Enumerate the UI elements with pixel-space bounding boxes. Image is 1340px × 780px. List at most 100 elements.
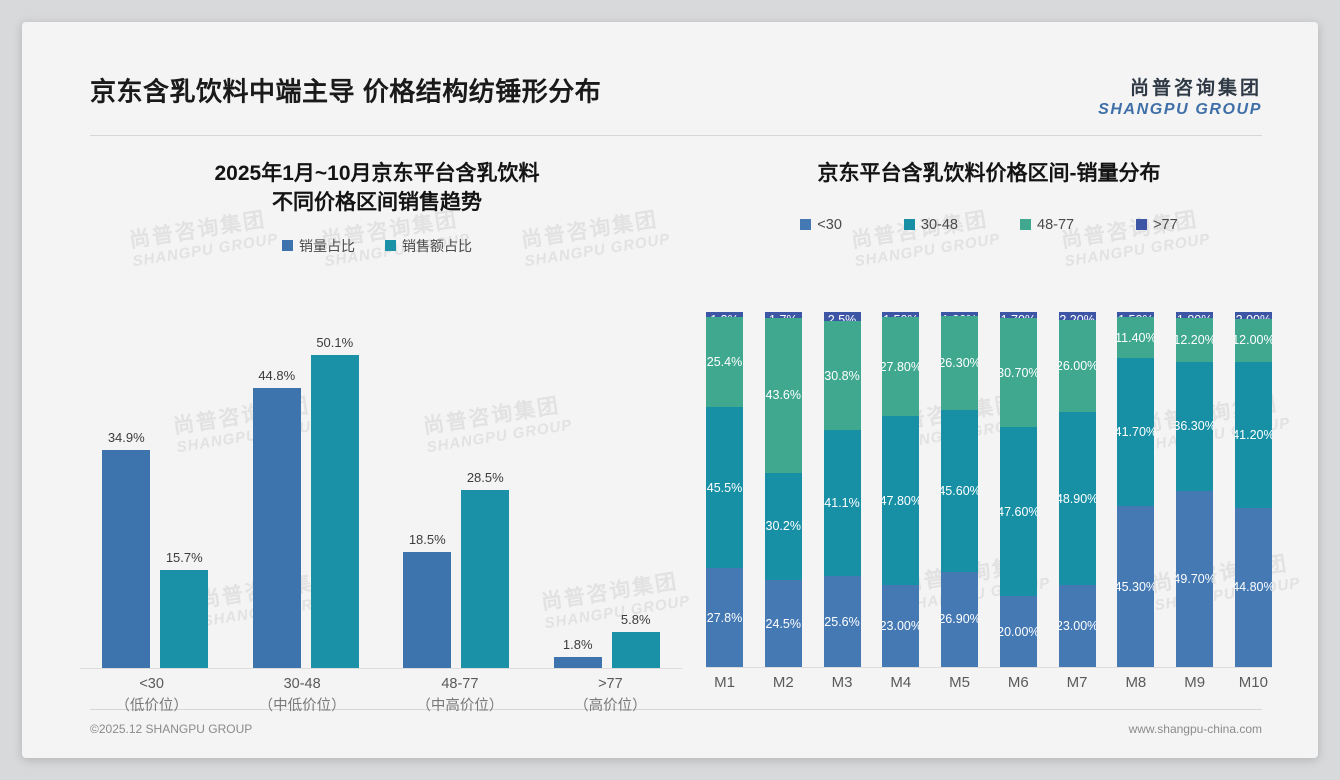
stacked-segment[interactable]: 45.30%: [1117, 506, 1155, 667]
legend-item-band-3[interactable]: >77: [1136, 217, 1178, 233]
stacked-segment[interactable]: 41.1%: [823, 430, 861, 577]
stacked-segment[interactable]: 12.20%: [1176, 318, 1214, 362]
segment-value-label: 27.80%: [882, 359, 919, 374]
stacked-segment[interactable]: 11.40%: [1117, 317, 1155, 358]
bar-rect[interactable]: [252, 387, 301, 668]
stacked-bar-column[interactable]: 1.20% 26.30% 45.60% 26.90%: [941, 312, 979, 667]
bar-rect[interactable]: [461, 489, 510, 668]
stacked-segment[interactable]: 1.3%: [706, 312, 743, 317]
bar-rect[interactable]: [102, 449, 151, 668]
legend-item-trend-1[interactable]: 销售额占比: [385, 236, 472, 256]
stacked-bar-column[interactable]: 1.80% 12.20% 36.30% 49.70%: [1176, 312, 1214, 667]
legend-item-label: >77: [1153, 216, 1178, 233]
stacked-segment[interactable]: 1.70%: [999, 312, 1037, 319]
legend-item-trend-0[interactable]: 销量占比: [282, 236, 355, 256]
legend-swatch-icon: [903, 219, 915, 231]
stacked-segment[interactable]: 27.80%: [882, 317, 920, 416]
stacked-segment[interactable]: 2.20%: [1058, 312, 1096, 320]
bar-value-label: 15.7%: [165, 549, 203, 565]
segment-value-label: 26.90%: [941, 612, 978, 627]
x-axis-tick-label: M9: [1184, 674, 1206, 691]
stacked-segment[interactable]: 25.6%: [823, 576, 861, 667]
stacked-bar-column[interactable]: 2.5% 30.8% 41.1% 25.6%: [823, 312, 861, 667]
stacked-segment[interactable]: 1.50%: [882, 312, 920, 318]
bar-column[interactable]: 5.8%: [611, 324, 660, 668]
bar-column[interactable]: 18.5%: [403, 324, 452, 668]
bar-column[interactable]: 34.9%: [102, 324, 151, 668]
stacked-segment[interactable]: 41.70%: [1117, 357, 1155, 507]
stacked-segment[interactable]: 23.00%: [1058, 585, 1096, 667]
stacked-segment[interactable]: 48.90%: [1058, 412, 1096, 586]
stacked-segment[interactable]: 23.00%: [882, 585, 920, 667]
bar-value-label: 5.8%: [620, 611, 651, 627]
segment-value-label: 36.30%: [1176, 419, 1213, 434]
x-axis-tick-label: 30-48 （中低价位）: [259, 674, 346, 718]
stacked-segment[interactable]: 47.80%: [882, 415, 920, 586]
segment-value-label: 47.60%: [999, 504, 1037, 519]
stacked-segment[interactable]: 2.5%: [823, 312, 861, 321]
stacked-bar-column[interactable]: 1.50% 11.40% 41.70% 45.30%: [1117, 312, 1155, 667]
bar-rect[interactable]: [160, 569, 209, 668]
chart-panel-sales-trend: 2025年1月~10月京东平台含乳饮料 不同价格区间销售趋势 销量占比 销售额占比…: [62, 146, 692, 718]
stacked-bar-column[interactable]: 2.20% 26.00% 48.90% 23.00%: [1058, 312, 1096, 667]
stacked-segment[interactable]: 1.20%: [941, 312, 979, 317]
stacked-segment[interactable]: 44.80%: [1234, 507, 1272, 667]
stacked-segment[interactable]: 49.70%: [1176, 490, 1214, 667]
stacked-segment[interactable]: 41.20%: [1234, 361, 1272, 508]
bar-value-label: 50.1%: [316, 334, 354, 350]
stacked-segment[interactable]: 12.00%: [1234, 319, 1272, 362]
bar-column[interactable]: 50.1%: [310, 324, 359, 668]
stacked-bar-column[interactable]: 1.3% 25.4% 45.5% 27.8%: [706, 312, 743, 667]
stacked-segment[interactable]: 45.5%: [706, 406, 743, 569]
stacked-segment[interactable]: 26.90%: [941, 571, 979, 667]
segment-value-label: 27.8%: [706, 610, 743, 625]
segment-value-label: 11.40%: [1117, 330, 1155, 345]
stacked-segment[interactable]: 2.00%: [1234, 312, 1272, 320]
segment-value-label: 25.6%: [824, 614, 860, 629]
stacked-segment[interactable]: 45.60%: [941, 409, 979, 572]
stacked-segment[interactable]: 26.00%: [1058, 319, 1096, 412]
stacked-segment[interactable]: 1.50%: [1117, 312, 1155, 318]
x-axis-sublabel: （低价位）: [115, 697, 188, 714]
legend-item-label: 销售额占比: [402, 237, 472, 254]
stacked-segment[interactable]: 30.8%: [823, 320, 861, 431]
legend-item-band-0[interactable]: <30: [800, 217, 842, 233]
bar-rect[interactable]: [553, 656, 602, 668]
right-chart-title-line1: 京东平台含乳饮料价格区间-销量分布: [817, 162, 1161, 185]
stacked-segment[interactable]: 25.4%: [706, 316, 743, 407]
stacked-segment[interactable]: 27.8%: [706, 568, 743, 667]
segment-value-label: 41.20%: [1234, 427, 1272, 442]
segment-value-label: 41.1%: [824, 496, 860, 511]
stacked-segment[interactable]: 1.7%: [764, 312, 802, 319]
bar-rect[interactable]: [403, 552, 452, 668]
stacked-segment[interactable]: 20.00%: [999, 596, 1037, 667]
legend-item-band-1[interactable]: 30-48: [903, 217, 958, 233]
stacked-bar-column[interactable]: 1.50% 27.80% 47.80% 23.00%: [882, 312, 920, 667]
bar-column[interactable]: 28.5%: [461, 324, 510, 668]
bar-rect[interactable]: [310, 354, 359, 668]
segment-value-label: 45.5%: [706, 480, 743, 495]
stacked-segment[interactable]: 36.30%: [1176, 361, 1214, 491]
stacked-segment[interactable]: 1.80%: [1176, 312, 1214, 319]
bar-column[interactable]: 15.7%: [160, 324, 209, 668]
page-title: 京东含乳饮料中端主导 价格结构纺锤形分布: [90, 76, 602, 107]
bar-column[interactable]: 1.8%: [553, 324, 602, 668]
stacked-segment[interactable]: 30.70%: [999, 318, 1037, 428]
legend-item-band-2[interactable]: 48-77: [1020, 217, 1074, 233]
stacked-bar-column[interactable]: 1.7% 43.6% 30.2% 24.5%: [764, 312, 802, 667]
left-chart-title-line2: 不同价格区间销售趋势: [272, 190, 482, 214]
stacked-segment[interactable]: 24.5%: [764, 580, 802, 667]
bar-column[interactable]: 44.8%: [252, 324, 301, 668]
stacked-bar-column[interactable]: 2.00% 12.00% 41.20% 44.80%: [1234, 312, 1272, 667]
segment-value-label: 2.20%: [1059, 313, 1094, 320]
bar-rect[interactable]: [611, 631, 660, 668]
stacked-bar-column[interactable]: 1.70% 30.70% 47.60% 20.00%: [999, 312, 1037, 667]
stacked-segment[interactable]: 43.6%: [764, 318, 802, 473]
bar-value-label: 28.5%: [466, 469, 504, 485]
segment-value-label: 30.8%: [824, 368, 860, 383]
stacked-segment[interactable]: 47.60%: [999, 427, 1037, 596]
x-axis-tick-label: M10: [1238, 674, 1268, 691]
grouped-bar-series: 34.9% 15.7% 44.8% 50.1% 18.5% 28.5% 1.8% 5.8%: [80, 324, 682, 668]
stacked-segment[interactable]: 30.2%: [764, 472, 802, 581]
stacked-segment[interactable]: 26.30%: [941, 316, 979, 410]
